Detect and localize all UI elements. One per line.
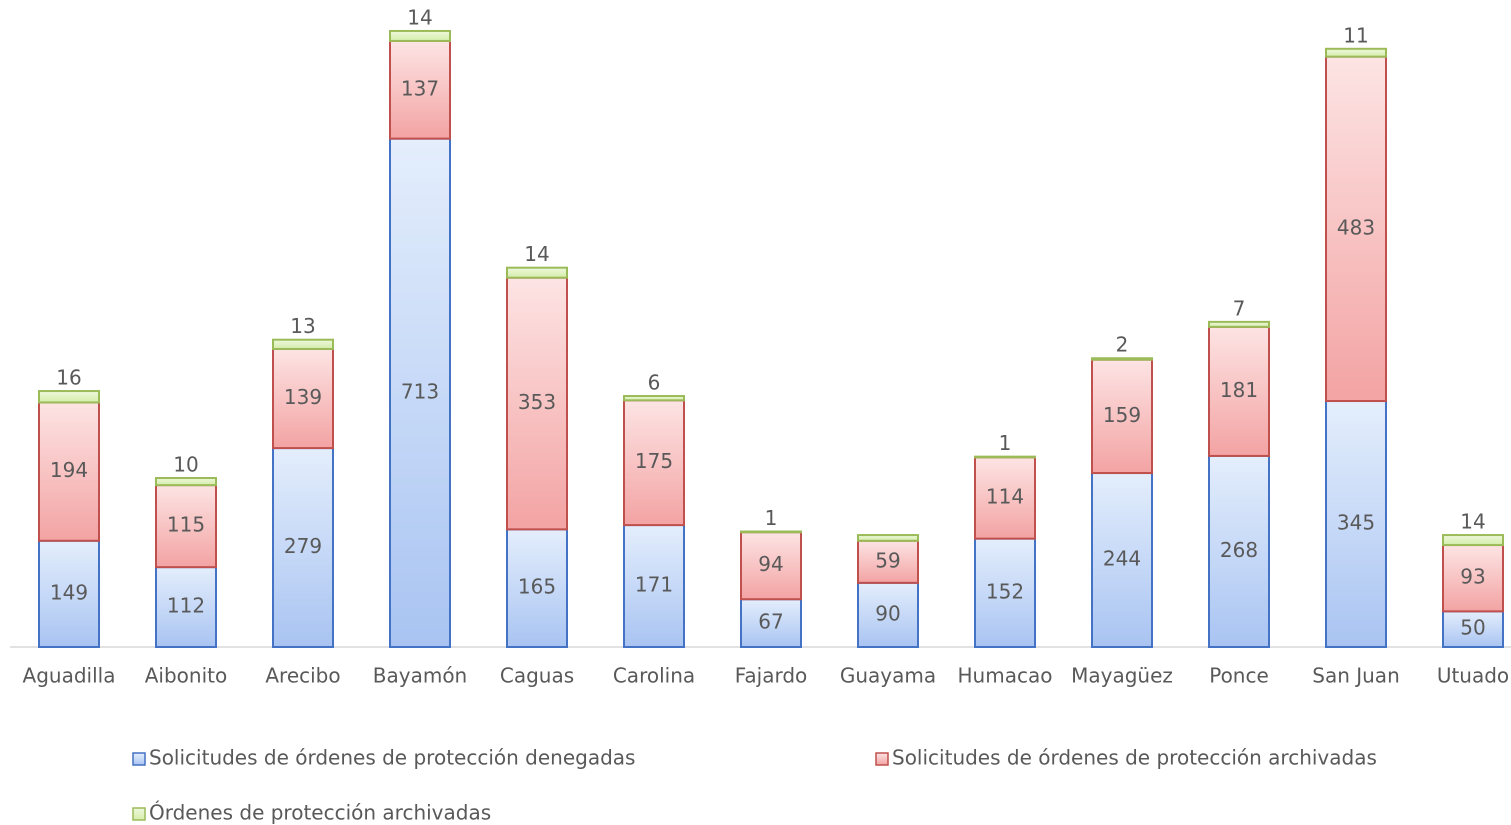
x-tick-label: Guayama [840, 664, 936, 688]
data-label: 244 [1103, 547, 1141, 571]
bar-segment [1208, 320, 1270, 328]
x-tick-label: San Juan [1312, 664, 1400, 688]
bar-segment [623, 399, 685, 527]
x-tick-label: Bayamón [373, 664, 467, 688]
data-label: 268 [1220, 538, 1258, 562]
bar-segment [857, 534, 919, 542]
x-tick-label: Mayagüez [1071, 664, 1173, 688]
data-label: 165 [518, 575, 556, 599]
data-label: 6 [648, 371, 661, 395]
x-tick-label: Aibonito [145, 664, 227, 688]
data-label: 159 [1103, 403, 1141, 427]
data-label: 279 [284, 534, 322, 558]
data-label: 112 [167, 594, 205, 618]
data-label: 345 [1337, 511, 1375, 535]
x-tick-label: Carolina [613, 664, 695, 688]
data-label: 16 [56, 366, 81, 390]
data-label: 11 [1343, 23, 1368, 47]
bar-segment [740, 530, 802, 534]
data-label: 59 [875, 548, 900, 572]
x-tick-label: Fajardo [735, 664, 808, 688]
bar-segment [974, 537, 1036, 649]
legend-swatch [132, 807, 146, 821]
bar-segment [1091, 472, 1153, 649]
bar-segment [389, 137, 451, 648]
legend-swatch [875, 752, 889, 766]
data-label: 181 [1220, 378, 1258, 402]
data-label: 175 [635, 449, 673, 473]
data-label: 171 [635, 573, 673, 597]
data-label: 14 [407, 5, 432, 29]
legend-swatch [132, 752, 146, 766]
x-tick-label: Arecibo [265, 664, 340, 688]
data-label: 94 [758, 552, 783, 576]
bar-segment [1208, 325, 1270, 457]
data-label: 67 [758, 610, 783, 634]
data-label: 115 [167, 513, 205, 537]
bar-segment [155, 484, 217, 569]
data-label: 149 [50, 580, 88, 604]
bar-segment [38, 390, 100, 404]
bar-segment [506, 266, 568, 279]
legend-label: Solicitudes de órdenes de protección arc… [892, 746, 1377, 770]
bar-segment [155, 477, 217, 487]
data-label: 114 [986, 484, 1024, 508]
bar-segment [272, 447, 334, 648]
bar-segment [1442, 534, 1504, 547]
data-label: 93 [1460, 565, 1485, 589]
data-label: 14 [1460, 510, 1485, 534]
bar-segment [974, 456, 1036, 540]
bar-segment [857, 539, 919, 584]
data-label: 50 [1460, 616, 1485, 640]
data-label: 13 [290, 314, 315, 338]
bar-segment [974, 455, 1036, 459]
data-label: 713 [401, 379, 439, 403]
bar-segment [857, 581, 919, 649]
legend-label: Órdenes de protección archivadas [149, 801, 491, 825]
data-label: 194 [50, 458, 88, 482]
x-tick-label: Humacao [958, 664, 1053, 688]
data-label: 2 [1116, 333, 1129, 357]
bar-segment [506, 528, 568, 648]
legend-label: Solicitudes de órdenes de protección den… [149, 746, 635, 770]
data-label: 139 [284, 385, 322, 409]
data-label: 7 [1233, 296, 1246, 320]
data-label: 1 [765, 506, 778, 530]
x-tick-label: Aguadilla [23, 664, 116, 688]
data-label: 152 [986, 579, 1024, 603]
data-label: 353 [518, 390, 556, 414]
bar-segment [272, 338, 334, 350]
data-label: 483 [1337, 215, 1375, 239]
bar-segment [740, 598, 802, 649]
bar-segment [272, 347, 334, 450]
bar-segment [1325, 400, 1387, 649]
data-label: 14 [524, 242, 549, 266]
bar-segment [389, 39, 451, 140]
bar-segment [623, 524, 685, 649]
bar-segment [38, 539, 100, 648]
x-tick-label: Caguas [500, 664, 574, 688]
data-label: 10 [173, 453, 198, 477]
bar-segment [1442, 544, 1504, 613]
data-label: 1 [999, 431, 1012, 455]
bar-segment [506, 276, 568, 531]
bar-segment [38, 401, 100, 542]
bar-segment [1325, 47, 1387, 58]
x-tick-label: Ponce [1209, 664, 1269, 688]
data-label: 137 [401, 76, 439, 100]
bar-segment [1091, 357, 1153, 361]
bar-segment [389, 29, 451, 42]
data-label: 90 [875, 601, 900, 625]
x-tick-label: Utuado [1437, 664, 1509, 688]
bar-segment [1091, 358, 1153, 475]
bar-segment [1208, 454, 1270, 648]
bar-segment [623, 395, 685, 402]
